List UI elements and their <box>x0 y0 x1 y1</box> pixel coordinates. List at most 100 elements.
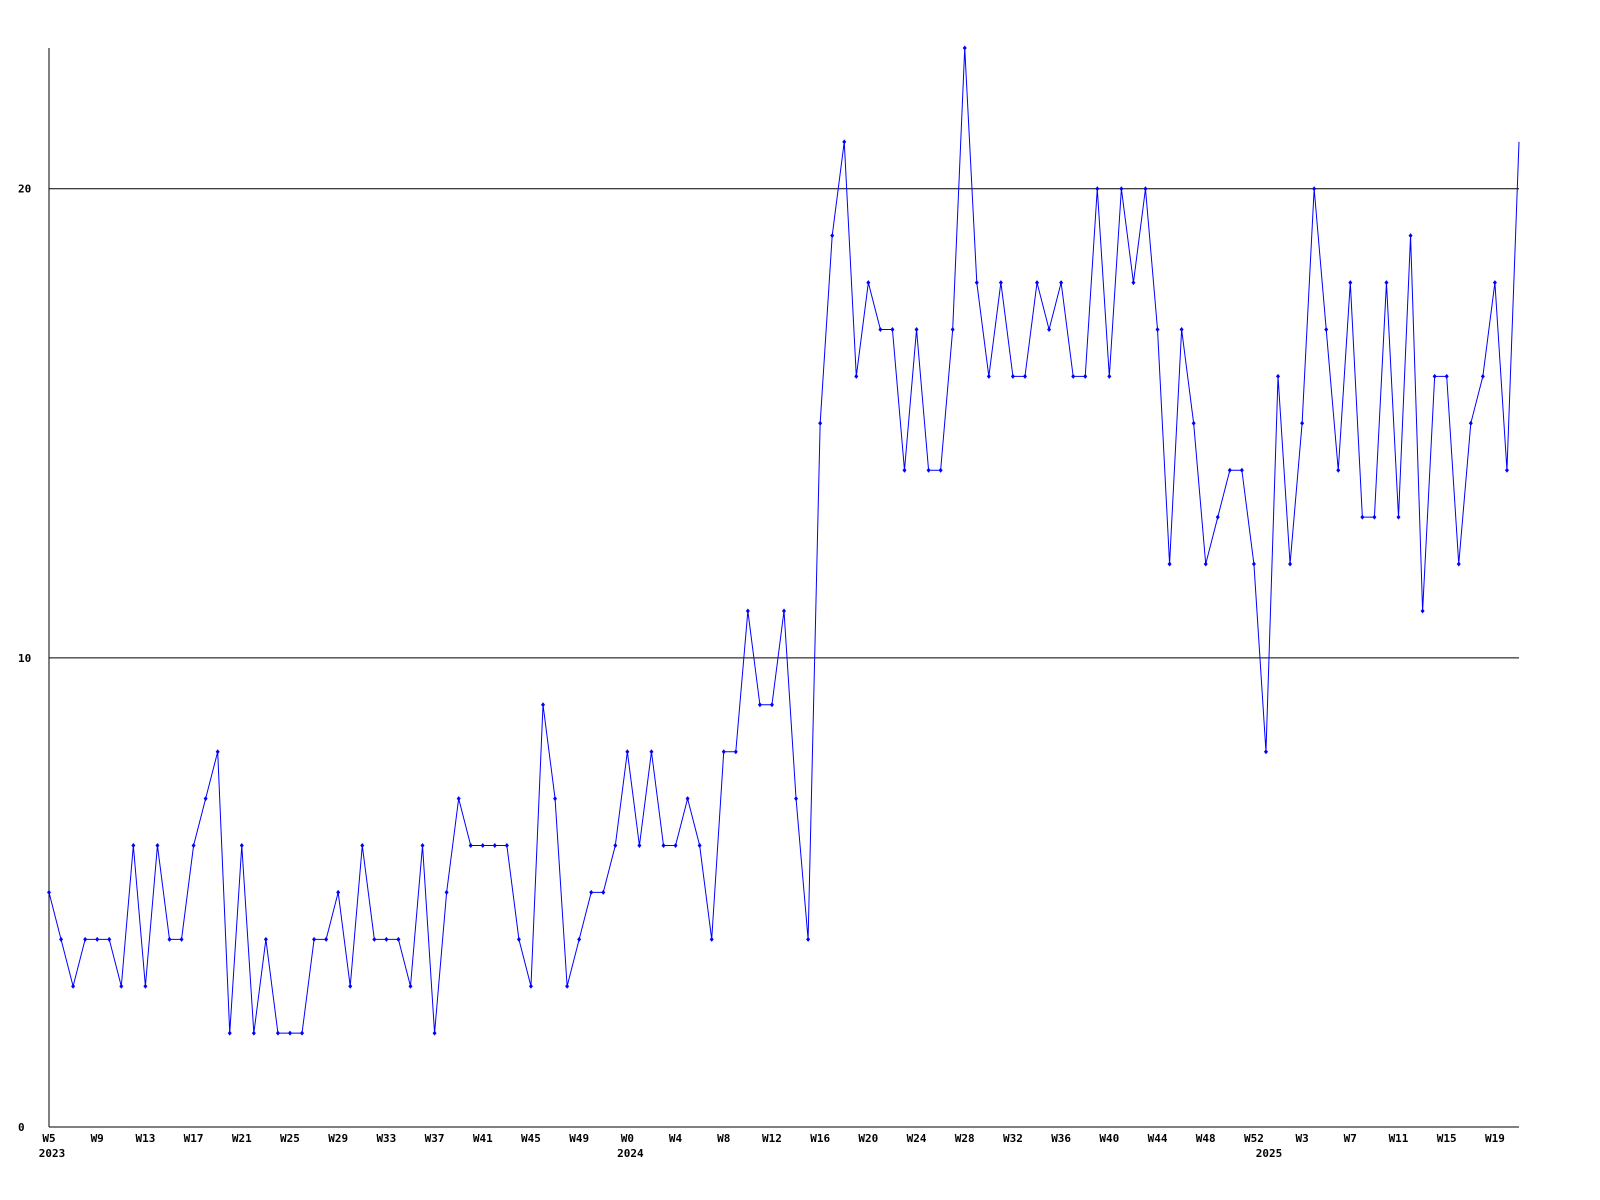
data-point <box>1312 186 1317 192</box>
data-point <box>300 1030 305 1036</box>
data-point <box>926 467 931 473</box>
x-tick-label: W7 <box>1344 1132 1357 1145</box>
data-point <box>107 936 112 942</box>
data-point <box>709 936 714 942</box>
data-point <box>360 843 365 849</box>
data-line <box>48 47 1520 1034</box>
data-point <box>1215 514 1220 520</box>
data-point <box>1468 420 1473 426</box>
x-tick-label: W52 <box>1244 1132 1264 1145</box>
data-point <box>986 373 991 379</box>
data-point <box>673 843 678 849</box>
data-point <box>324 936 329 942</box>
x-tick-label: W4 <box>669 1132 683 1145</box>
data-point <box>1083 373 1088 379</box>
year-label: 2024 <box>617 1147 644 1160</box>
data-point <box>757 702 762 708</box>
data-point <box>215 749 220 755</box>
data-point <box>1059 280 1064 286</box>
data-point <box>721 749 726 755</box>
x-tick-label: W12 <box>762 1132 782 1145</box>
data-point <box>541 702 546 708</box>
x-tick-label: W41 <box>473 1132 493 1145</box>
data-point <box>191 843 196 849</box>
data-point <box>1288 561 1293 567</box>
x-tick-label: W49 <box>569 1132 589 1145</box>
data-point <box>950 326 955 332</box>
data-point <box>167 936 172 942</box>
data-point <box>95 936 100 942</box>
data-point <box>806 936 811 942</box>
x-tick-label: W17 <box>184 1132 204 1145</box>
x-tick-label: W20 <box>858 1132 878 1145</box>
data-point <box>155 843 160 849</box>
data-point <box>348 983 353 989</box>
data-point <box>528 983 533 989</box>
data-point <box>938 467 943 473</box>
data-point <box>227 1030 232 1036</box>
data-point <box>47 889 51 895</box>
x-tick-label: W19 <box>1485 1132 1505 1145</box>
data-point <box>1480 373 1485 379</box>
x-tick-label: W24 <box>907 1132 927 1145</box>
data-point <box>432 1030 437 1036</box>
data-point <box>1348 280 1353 286</box>
x-tick-label: W28 <box>955 1132 975 1145</box>
data-point <box>769 702 774 708</box>
x-tick-label: W0 <box>621 1132 634 1145</box>
data-point <box>1095 186 1100 192</box>
data-point <box>842 139 847 145</box>
data-point <box>251 1030 256 1036</box>
data-point <box>914 326 919 332</box>
data-point <box>974 280 979 286</box>
x-tick-label: W16 <box>810 1132 830 1145</box>
data-point <box>637 843 642 849</box>
data-point <box>854 373 859 379</box>
x-tick-label: W13 <box>135 1132 155 1145</box>
data-point <box>372 936 377 942</box>
data-point <box>890 326 895 332</box>
x-tick-label: W21 <box>232 1132 252 1145</box>
data-point <box>1191 420 1196 426</box>
data-point <box>1456 561 1461 567</box>
data-point <box>685 796 690 802</box>
data-point <box>312 936 317 942</box>
data-point <box>1408 233 1413 239</box>
data-point <box>1432 373 1437 379</box>
x-tick-label: W32 <box>1003 1132 1023 1145</box>
data-point <box>1167 561 1172 567</box>
year-label: 2025 <box>1256 1147 1283 1160</box>
x-tick-label: W36 <box>1051 1132 1071 1145</box>
data-point <box>1047 326 1052 332</box>
data-point <box>745 608 750 614</box>
data-point <box>143 983 148 989</box>
data-point <box>1203 561 1208 567</box>
x-tick-label: W9 <box>91 1132 104 1145</box>
data-point <box>408 983 413 989</box>
data-point <box>1263 749 1268 755</box>
data-point <box>1227 467 1232 473</box>
data-point <box>1155 326 1160 332</box>
data-point <box>589 889 594 895</box>
data-point <box>1360 514 1365 520</box>
x-tick-label: W45 <box>521 1132 541 1145</box>
data-point <box>504 843 509 849</box>
data-point <box>1035 280 1040 286</box>
data-point <box>1071 373 1076 379</box>
data-point <box>818 420 823 426</box>
data-point <box>1143 186 1148 192</box>
data-point <box>239 843 244 849</box>
data-point <box>1336 467 1341 473</box>
data-point <box>263 936 268 942</box>
y-tick-label: 20 <box>18 183 31 196</box>
y-tick-label: 0 <box>18 1121 25 1134</box>
x-tick-label: W15 <box>1437 1132 1457 1145</box>
data-point <box>1504 467 1509 473</box>
data-point <box>1324 326 1329 332</box>
data-point <box>794 796 799 802</box>
data-point <box>998 280 1003 286</box>
data-point <box>179 936 184 942</box>
data-point <box>649 749 654 755</box>
